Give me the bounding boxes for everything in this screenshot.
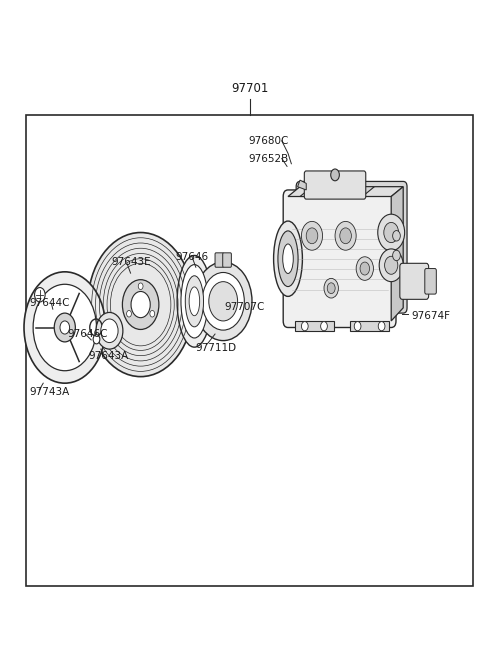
- Bar: [26, 115, 473, 586]
- Polygon shape: [288, 187, 403, 196]
- Circle shape: [96, 312, 123, 349]
- Text: 97646C: 97646C: [67, 329, 108, 339]
- FancyBboxPatch shape: [304, 171, 366, 199]
- Circle shape: [24, 272, 106, 383]
- Circle shape: [101, 319, 118, 343]
- Circle shape: [131, 291, 150, 318]
- Circle shape: [122, 280, 159, 329]
- FancyBboxPatch shape: [425, 269, 436, 294]
- Text: 97680C: 97680C: [249, 136, 289, 146]
- Ellipse shape: [189, 287, 200, 316]
- Circle shape: [384, 256, 398, 274]
- Circle shape: [393, 250, 400, 261]
- Circle shape: [340, 228, 351, 244]
- Circle shape: [331, 169, 339, 181]
- Circle shape: [60, 321, 70, 334]
- Circle shape: [194, 262, 252, 341]
- Circle shape: [327, 283, 335, 293]
- FancyBboxPatch shape: [215, 253, 224, 267]
- Circle shape: [301, 322, 308, 331]
- Circle shape: [379, 249, 403, 282]
- Circle shape: [306, 228, 318, 244]
- Circle shape: [54, 313, 75, 342]
- FancyBboxPatch shape: [296, 181, 407, 313]
- Ellipse shape: [278, 231, 298, 287]
- Circle shape: [209, 282, 238, 321]
- Text: 97701: 97701: [231, 82, 268, 95]
- Polygon shape: [298, 180, 306, 190]
- Circle shape: [150, 310, 155, 317]
- Ellipse shape: [177, 255, 212, 347]
- Circle shape: [393, 231, 400, 241]
- Circle shape: [321, 322, 327, 331]
- FancyBboxPatch shape: [223, 253, 231, 267]
- Circle shape: [138, 283, 143, 290]
- Text: 97646: 97646: [175, 252, 208, 262]
- Circle shape: [335, 221, 356, 250]
- Circle shape: [35, 288, 45, 302]
- Ellipse shape: [185, 276, 204, 327]
- Polygon shape: [300, 187, 374, 196]
- Circle shape: [324, 278, 338, 298]
- Circle shape: [33, 284, 96, 371]
- Polygon shape: [391, 187, 403, 321]
- Circle shape: [378, 214, 405, 251]
- Text: 97707C: 97707C: [225, 301, 265, 312]
- Text: 97711D: 97711D: [196, 343, 237, 354]
- Ellipse shape: [283, 244, 293, 274]
- Polygon shape: [295, 321, 334, 331]
- Polygon shape: [350, 321, 389, 331]
- FancyBboxPatch shape: [283, 190, 396, 328]
- Circle shape: [301, 221, 323, 250]
- Text: 97643E: 97643E: [112, 257, 152, 267]
- Circle shape: [378, 322, 385, 331]
- Circle shape: [93, 335, 100, 344]
- Circle shape: [202, 272, 244, 330]
- Circle shape: [127, 310, 132, 317]
- Circle shape: [384, 223, 398, 242]
- Text: 97743A: 97743A: [30, 386, 70, 397]
- Text: 97644C: 97644C: [30, 298, 70, 309]
- Ellipse shape: [274, 221, 302, 297]
- Circle shape: [356, 257, 373, 280]
- Text: 97643A: 97643A: [89, 350, 129, 361]
- Text: 97674F: 97674F: [411, 310, 450, 321]
- Circle shape: [360, 262, 370, 275]
- Circle shape: [88, 233, 193, 377]
- Circle shape: [354, 322, 361, 331]
- FancyBboxPatch shape: [400, 263, 429, 299]
- Text: 97652B: 97652B: [249, 153, 289, 164]
- Ellipse shape: [181, 265, 208, 338]
